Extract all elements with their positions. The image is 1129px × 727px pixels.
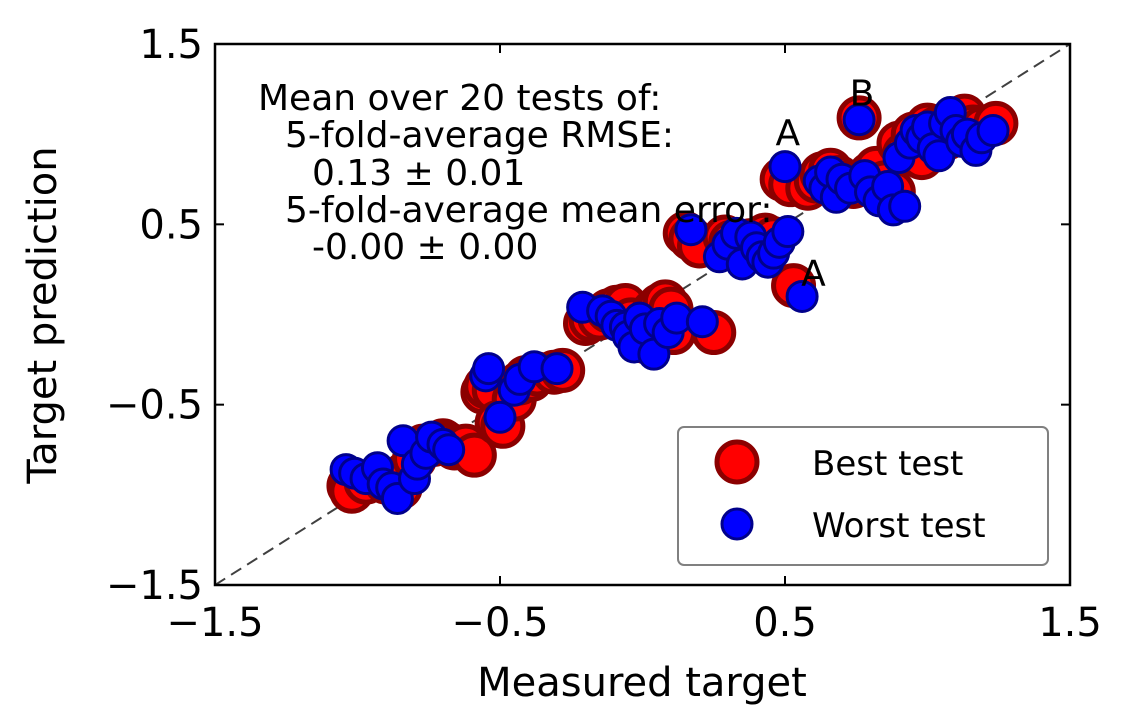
data-point [842,103,876,137]
legend-marker-best-test [714,439,760,485]
legend-box [677,426,1049,566]
point-label: B [850,73,875,114]
data-point [472,352,506,386]
data-point [432,433,466,467]
data-point [483,400,517,434]
data-point [768,150,802,184]
y-tick-label: 1.5 [139,22,203,68]
x-tick-label: −1.5 [166,600,263,646]
legend-marker-worst-test [720,507,754,541]
y-tick-label: −0.5 [106,383,203,429]
legend-label-worst-test: Worst test [812,506,986,546]
legend: Best test Worst test [677,426,1049,566]
legend-label-best-test: Best test [812,444,963,484]
x-tick-label: 0.5 [753,600,817,646]
plot-frame [213,42,1072,587]
data-point [976,114,1010,148]
data-points [326,93,1019,515]
annotation-line: 5-fold-average RMSE: [285,115,674,156]
y-tick-label: −1.5 [106,563,203,609]
annotation-line: 0.13 ± 0.01 [312,153,525,194]
annotation-line: Mean over 20 tests of: [258,78,661,119]
point-labels: A A B [776,73,875,294]
data-point [685,305,719,339]
point-label: A [776,113,801,154]
point-label: A [801,254,826,295]
data-point [540,352,574,386]
data-point [771,215,805,249]
x-tick-label: 1.5 [1038,600,1102,646]
data-point [674,213,708,247]
annotation-line: -0.00 ± 0.00 [312,227,538,268]
x-axis-title: Measured target [477,660,807,706]
y-axis-title: Target prediction [20,146,66,484]
data-point [888,189,922,223]
series-worst-test [329,96,1010,515]
data-point [785,279,819,313]
y-tick-label: 0.5 [139,202,203,248]
annotation-line: 5-fold-average mean error: [285,190,772,231]
stats-annotation: Mean over 20 tests of:5-fold-average RMS… [258,78,772,268]
tick-labels: −1.5 −0.5 0.5 1.5 −1.5 −0.5 0.5 1.5 [106,22,1102,646]
x-tick-label: −0.5 [451,600,548,646]
